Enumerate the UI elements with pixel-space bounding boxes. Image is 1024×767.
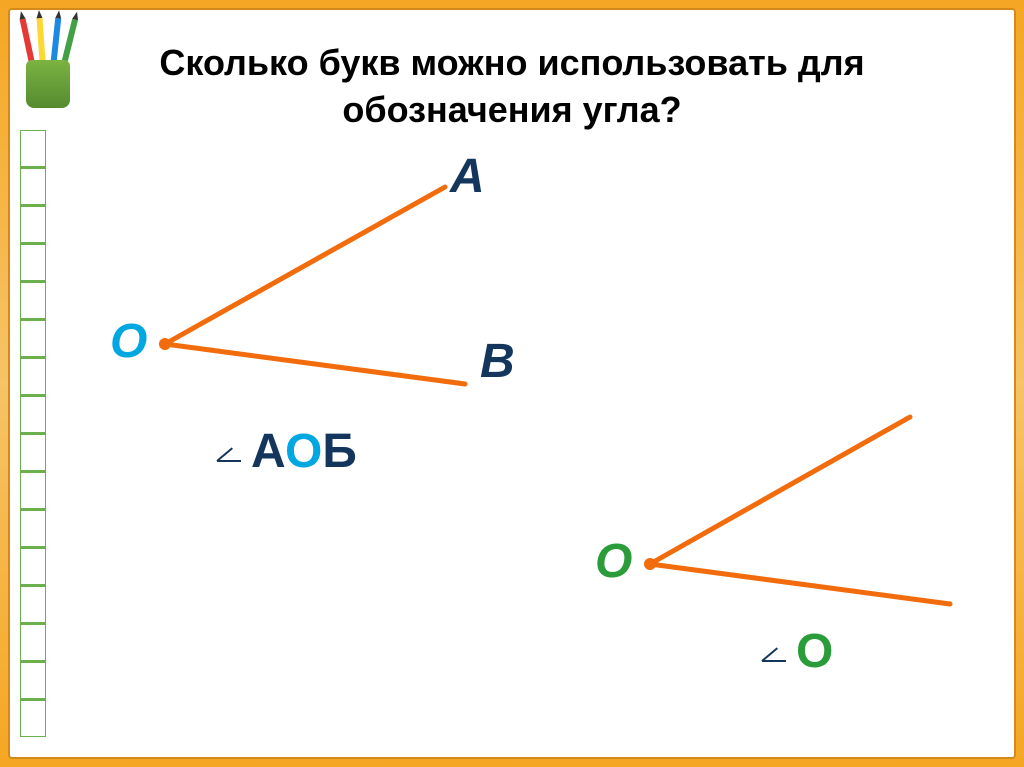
angle2-notation-text: О [796,624,833,679]
angle2-label-o: О [595,534,632,589]
angle-symbol-icon [760,636,790,666]
angle2-rays [50,134,1000,694]
title-line-1: Сколько букв можно использовать для [159,42,864,83]
slide-title: Сколько букв можно использовать для обоз… [50,40,974,134]
slide-frame-outer: Сколько букв можно использовать для обоз… [0,0,1024,767]
angle2-vertex-dot [644,558,656,570]
slide-frame-inner: Сколько букв можно использовать для обоз… [8,8,1016,759]
title-line-2: обозначения угла? [342,89,681,130]
slide-content: Сколько букв можно использовать для обоз… [10,10,1014,757]
diagram-area: А О В АОБ О О [50,134,974,714]
angle2-notation: О [760,624,833,679]
